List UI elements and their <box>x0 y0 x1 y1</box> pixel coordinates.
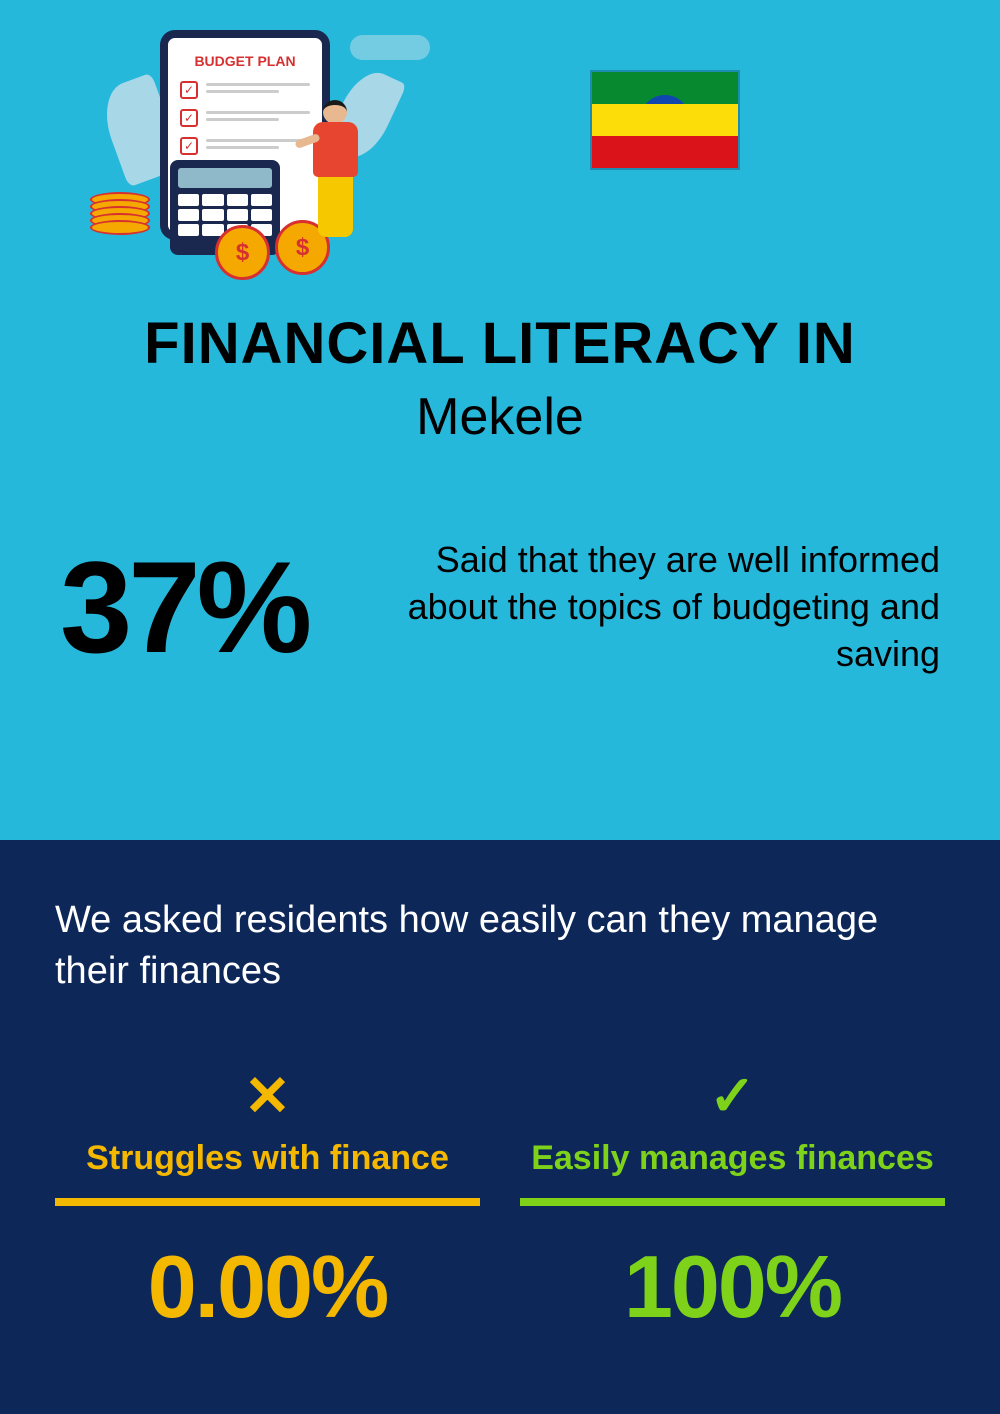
coin-icon: $ <box>215 225 270 280</box>
ethiopia-flag: ✶ <box>590 70 740 170</box>
result-struggles: ✕ Struggles with finance 0.00% <box>55 1068 480 1338</box>
cross-icon: ✕ <box>55 1068 480 1124</box>
top-section: BUDGET PLAN ✓ ✓ ✓ <box>0 0 1000 840</box>
divider <box>520 1198 945 1206</box>
result-easy: ✓ Easily manages finances 100% <box>520 1068 945 1338</box>
struggles-label: Struggles with finance <box>55 1139 480 1178</box>
check-icon: ✓ <box>520 1068 945 1124</box>
main-stat-row: 37% Said that they are well informed abo… <box>60 537 940 677</box>
main-stat-description: Said that they are well informed about t… <box>348 537 940 677</box>
page-title-line1: FINANCIAL LITERACY IN <box>60 310 940 377</box>
survey-question: We asked residents how easily can they m… <box>55 895 945 998</box>
page-title-line2: Mekele <box>60 387 940 447</box>
easy-label: Easily manages finances <box>520 1139 945 1178</box>
budget-illustration: BUDGET PLAN ✓ ✓ ✓ <box>60 30 400 270</box>
struggles-value: 0.00% <box>55 1236 480 1338</box>
header-images: BUDGET PLAN ✓ ✓ ✓ <box>60 30 940 270</box>
person-icon <box>305 100 365 245</box>
bottom-section: We asked residents how easily can they m… <box>0 840 1000 1414</box>
easy-value: 100% <box>520 1236 945 1338</box>
main-stat-percent: 37% <box>60 542 308 672</box>
budget-plan-label: BUDGET PLAN <box>180 53 310 69</box>
results-row: ✕ Struggles with finance 0.00% ✓ Easily … <box>55 1068 945 1338</box>
divider <box>55 1198 480 1206</box>
coins-icon <box>90 160 170 250</box>
